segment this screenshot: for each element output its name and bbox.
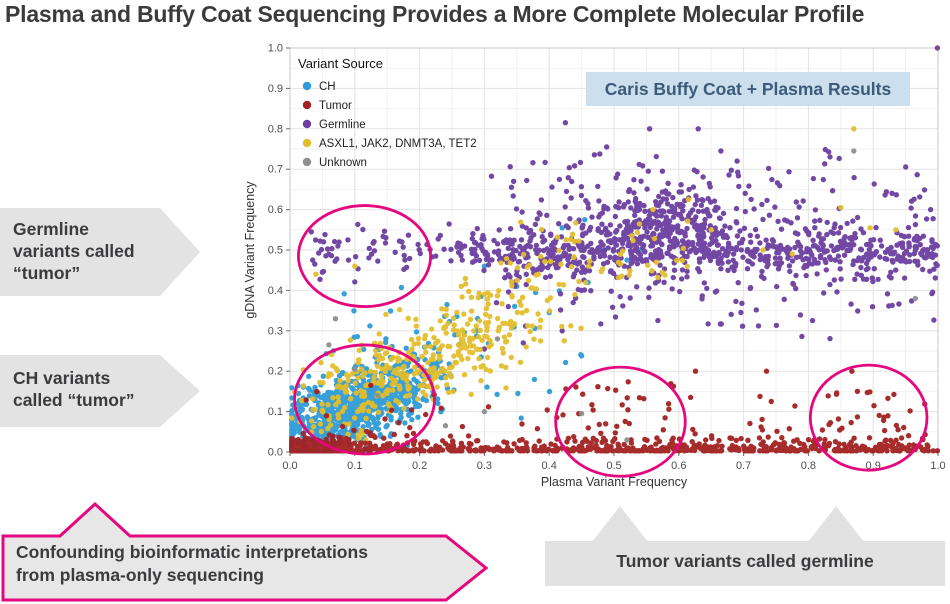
legend-swatch-chip-genes (302, 138, 312, 148)
svg-text:0.7: 0.7 (268, 164, 283, 176)
svg-text:0.8: 0.8 (801, 460, 816, 472)
svg-text:0.0: 0.0 (268, 447, 283, 459)
highlight-ellipse-germline-called-tumor (297, 204, 433, 308)
confounding-arrow-outline (1, 501, 489, 602)
scatter-plot: 0.0 0.1 0.2 0.3 0.4 0.5 0.6 0.7 0.8 0.9 1.0 0.0 0.1 0… (240, 34, 950, 504)
series-tumor (289, 368, 941, 454)
svg-text:1.0: 1.0 (268, 43, 283, 55)
pointer-up-triangle (808, 506, 864, 542)
legend-swatch-unknown (302, 157, 312, 167)
callout-line: from plasma-only sequencing (16, 564, 264, 585)
legend-label-tumor: Tumor (319, 100, 352, 112)
svg-text:0.4: 0.4 (542, 460, 557, 472)
legend-title: Variant Source (298, 56, 383, 71)
legend-swatch-germline (302, 119, 312, 129)
svg-text:0.1: 0.1 (268, 406, 283, 418)
page-title: Plasma and Buffy Coat Sequencing Provide… (5, 1, 865, 27)
svg-text:0.6: 0.6 (268, 204, 283, 216)
svg-text:0.9: 0.9 (268, 83, 283, 95)
scatter-plot-svg: 0.0 0.1 0.2 0.3 0.4 0.5 0.6 0.7 0.8 0.9 1.0 0.0 0.1 0… (243, 43, 946, 490)
callout-germline-variants: Germline variants called “tumor” (0, 208, 200, 296)
svg-text:0.5: 0.5 (606, 460, 621, 472)
svg-text:0.3: 0.3 (268, 325, 283, 337)
callout-line: Germline (13, 219, 89, 239)
svg-text:0.6: 0.6 (671, 460, 686, 472)
legend-swatch-ch (302, 81, 312, 91)
x-axis-label: Plasma Variant Frequency (541, 475, 688, 489)
callout-line: CH variants (13, 368, 111, 388)
series-germline (308, 45, 941, 352)
highlight-ellipse-tumor-called-germline-mid (554, 365, 687, 478)
legend-label-chip-genes: ASXL1, JAK2, DNMT3A, TET2 (319, 138, 477, 150)
legend-swatch-tumor (302, 100, 312, 110)
callout-line: variants called (13, 241, 135, 262)
legend-label-germline: Germline (319, 119, 366, 131)
svg-text:1.0: 1.0 (930, 460, 945, 472)
legend-label-unknown: Unknown (319, 157, 367, 169)
results-banner: Caris Buffy Coat + Plasma Results (586, 72, 910, 106)
svg-text:0.4: 0.4 (268, 285, 283, 297)
svg-text:0.1: 0.1 (347, 460, 362, 472)
svg-text:0.5: 0.5 (268, 245, 283, 257)
legend: Variant Source CH Tumor Germline ASXL1, JAK2… (298, 56, 477, 169)
y-axis-label: gDNA Variant Frequency (243, 181, 257, 319)
legend-label-ch: CH (319, 81, 336, 93)
callout-tumor-germline: Tumor variants called germline (616, 551, 874, 571)
pointer-up-triangle (592, 506, 648, 542)
tumor-germline-callout-shape (545, 506, 945, 586)
svg-text:0.8: 0.8 (268, 123, 283, 135)
svg-text:0.3: 0.3 (477, 460, 492, 472)
callout-ch-variants: CH variants called “tumor” (0, 355, 200, 427)
svg-text:0.7: 0.7 (736, 460, 751, 472)
callout-line: Confounding bioinformatic interpretation… (16, 542, 368, 562)
highlight-ellipse-tumor-called-germline-high (808, 363, 929, 472)
callout-line: “tumor” (13, 263, 81, 284)
svg-text:0.2: 0.2 (268, 366, 283, 378)
series-unknown (326, 148, 918, 443)
callout-confounding: Confounding bioinformatic interpretation… (16, 541, 448, 587)
callout-line: called “tumor” (13, 390, 135, 411)
svg-text:0.2: 0.2 (412, 460, 427, 472)
callout-box (545, 541, 945, 586)
svg-text:0.0: 0.0 (282, 460, 297, 472)
highlight-ellipse-ch-called-tumor (293, 343, 436, 456)
confounding-callout-shape (1, 501, 489, 602)
